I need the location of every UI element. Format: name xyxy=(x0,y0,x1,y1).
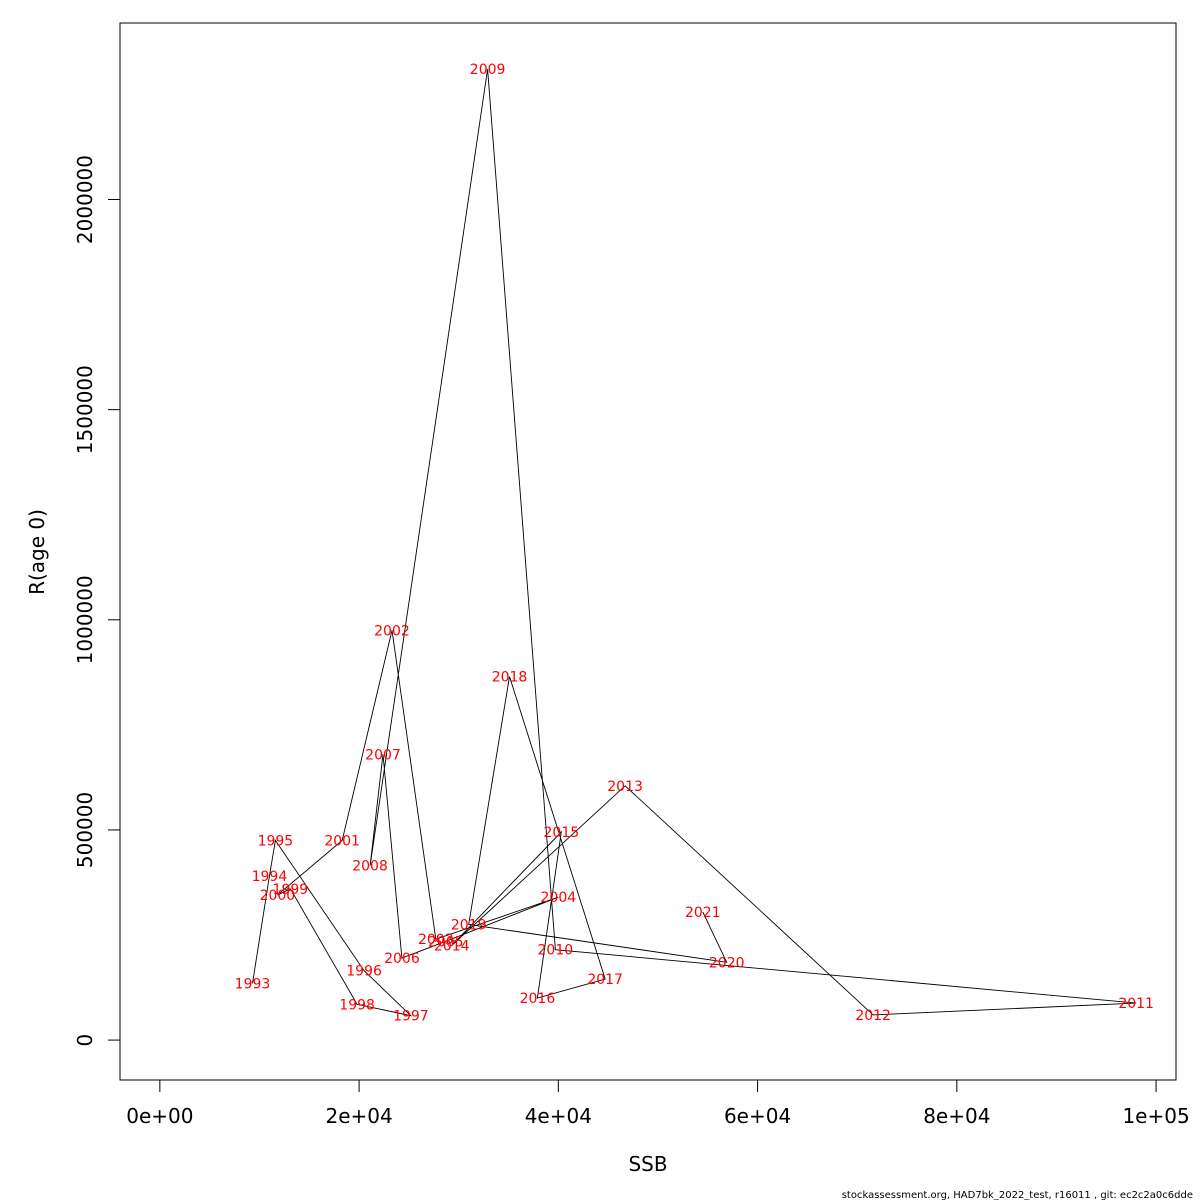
plot-frame xyxy=(119,22,1177,1081)
year-label-2009: 2009 xyxy=(470,62,506,78)
x-tick-label: 6e+04 xyxy=(724,1104,791,1128)
year-label-1997: 1997 xyxy=(393,1009,429,1025)
year-label-2011: 2011 xyxy=(1118,996,1154,1012)
year-label-2018: 2018 xyxy=(492,670,528,686)
year-label-2006: 2006 xyxy=(384,951,420,967)
year-label-2001: 2001 xyxy=(324,833,360,849)
year-label-2003: 2003 xyxy=(418,932,454,948)
year-label-1998: 1998 xyxy=(339,997,375,1013)
year-label-2020: 2020 xyxy=(709,955,745,971)
y-axis-title: R(age 0) xyxy=(25,509,49,595)
recruitment-path xyxy=(252,69,1137,1017)
year-label-2012: 2012 xyxy=(855,1008,891,1024)
year-label-1994: 1994 xyxy=(252,869,288,885)
year-label-2005: 2005 xyxy=(428,934,464,950)
y-axis: 0 500000 1000000 1500000 2000000 xyxy=(73,155,121,1047)
year-label-1993: 1993 xyxy=(235,976,271,992)
y-tick-label: 0 xyxy=(73,1034,97,1047)
x-tick-label: 1e+05 xyxy=(1122,1104,1189,1128)
year-label-2000: 2000 xyxy=(260,888,296,904)
y-tick-label: 2000000 xyxy=(73,155,97,244)
year-label-2021: 2021 xyxy=(685,905,721,921)
year-label-2007: 2007 xyxy=(365,747,401,763)
x-tick-label: 4e+04 xyxy=(525,1104,592,1128)
y-tick-label: 500000 xyxy=(73,792,97,868)
year-label-2014: 2014 xyxy=(434,939,470,955)
year-label-1995: 1995 xyxy=(258,833,294,849)
x-axis: 0e+00 2e+04 4e+04 6e+04 8e+04 1e+05 xyxy=(126,1079,1190,1128)
y-tick-label: 1500000 xyxy=(73,365,97,454)
y-tick-label: 1000000 xyxy=(73,575,97,664)
x-tick-label: 2e+04 xyxy=(325,1104,392,1128)
year-label-1999: 1999 xyxy=(273,882,309,898)
year-label-2016: 2016 xyxy=(520,991,556,1007)
x-axis-title: SSB xyxy=(628,1152,667,1176)
year-label-2008: 2008 xyxy=(352,859,388,875)
x-tick-label: 0e+00 xyxy=(126,1104,193,1128)
year-label-2004: 2004 xyxy=(541,890,577,906)
year-label-2013: 2013 xyxy=(607,779,643,795)
x-tick-label: 8e+04 xyxy=(923,1104,990,1128)
year-label-1996: 1996 xyxy=(346,964,382,980)
year-label-2010: 2010 xyxy=(538,943,574,959)
year-label-2019: 2019 xyxy=(451,917,487,933)
series-line xyxy=(252,69,1137,1017)
year-label-2015: 2015 xyxy=(544,825,580,841)
year-label-2017: 2017 xyxy=(587,972,623,988)
year-label-2002: 2002 xyxy=(374,623,410,639)
footer-text: stockassessment.org, HAD7bk_2022_test, r… xyxy=(842,1190,1193,1200)
